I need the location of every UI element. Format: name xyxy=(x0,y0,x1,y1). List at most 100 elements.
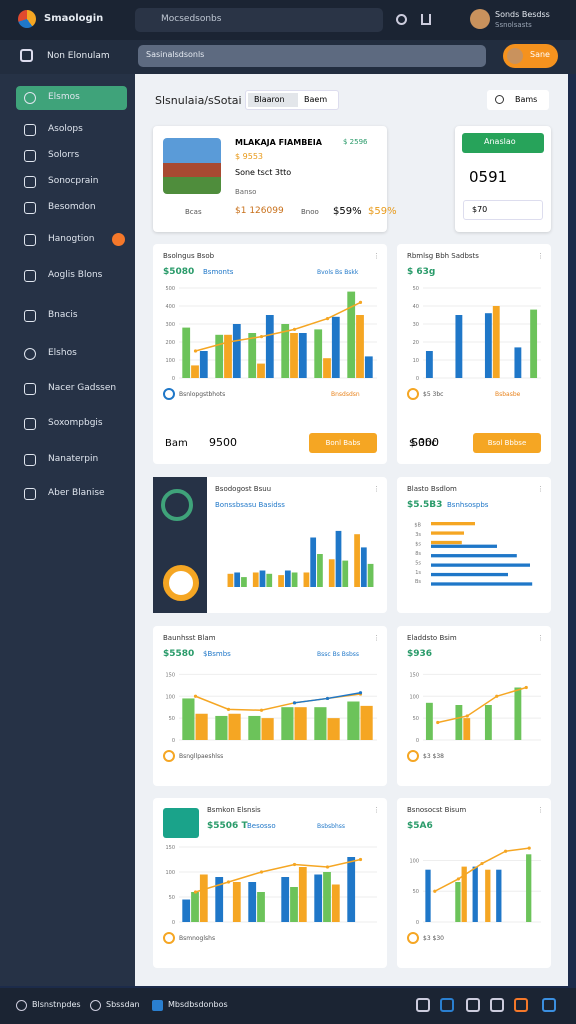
bar xyxy=(431,540,462,545)
home-icon[interactable] xyxy=(20,49,33,62)
nav-item[interactable]: Solorrs xyxy=(16,144,127,168)
tab[interactable]: Blaaron xyxy=(248,93,298,107)
y-tick-label: 10 xyxy=(413,358,419,364)
footer-value: 9500 xyxy=(209,436,237,449)
bar-item[interactable]: Blsnstnpdes xyxy=(32,1000,81,1009)
y-tick-label: 50 xyxy=(169,895,175,901)
bar xyxy=(182,899,191,922)
legend-text: Bsngllpaeshlss xyxy=(179,753,223,760)
bar xyxy=(182,698,195,740)
nav-item[interactable]: Hanogtion xyxy=(16,228,127,252)
bar xyxy=(347,857,356,922)
bar-icon xyxy=(90,1000,101,1011)
search-icon xyxy=(495,95,504,104)
bar xyxy=(431,582,533,586)
button-text: Bonl Babs xyxy=(326,439,361,447)
sidebar: Elsmos Asolops Solorrs Sonocprain Besomdon Ha… xyxy=(0,74,135,986)
search-button[interactable]: Bams xyxy=(487,90,549,110)
value: $59% xyxy=(368,206,397,217)
icon[interactable] xyxy=(396,14,407,25)
nav-item[interactable]: Elshos xyxy=(16,342,127,366)
bar-item[interactable]: Sbssdan xyxy=(106,1000,140,1009)
bar xyxy=(484,705,492,740)
action-button[interactable] xyxy=(309,433,377,453)
trend-line xyxy=(434,847,530,892)
legend-icon xyxy=(407,750,419,762)
bar xyxy=(281,877,290,922)
primary-button[interactable]: Sane xyxy=(503,44,558,68)
bar-icon[interactable] xyxy=(514,998,528,1012)
legend-text: $3 $38 xyxy=(423,753,444,760)
bar xyxy=(425,702,433,740)
y-tick-label: 8s xyxy=(415,551,421,557)
bar xyxy=(265,315,274,378)
nav-item[interactable]: Sonocprain xyxy=(16,170,127,194)
nav-icon xyxy=(24,310,36,322)
button-text: Sane xyxy=(530,50,550,59)
bar xyxy=(484,313,492,378)
value: $59% xyxy=(333,206,362,217)
menu: ⋮ xyxy=(537,634,544,642)
button-text: Bsol Bbbse xyxy=(488,439,527,447)
bar-icon[interactable] xyxy=(440,998,454,1012)
nav-item[interactable]: Aoglis Blons xyxy=(16,264,127,288)
bar xyxy=(227,573,234,587)
nav-item[interactable]: Elsmos xyxy=(16,86,127,110)
nav-item[interactable]: Bnacis xyxy=(16,304,127,328)
tab[interactable]: Baem xyxy=(304,95,328,104)
menu: ⋮ xyxy=(373,485,380,493)
page-title: Slsnulaia/sSotai xyxy=(155,94,242,107)
bar xyxy=(323,872,331,922)
bar xyxy=(455,315,463,378)
bar xyxy=(182,327,191,378)
avatar[interactable] xyxy=(470,9,490,29)
bar xyxy=(259,570,266,587)
action-button[interactable]: Anaslao xyxy=(462,133,544,153)
bar-icon[interactable] xyxy=(490,998,504,1012)
icon xyxy=(161,489,193,521)
icon xyxy=(163,808,199,838)
sub-bar: Non Elonulam Sasinalsdsonls Sane xyxy=(0,40,576,74)
widget-tag: $Bsmbs xyxy=(203,650,231,658)
nav-icon xyxy=(24,234,36,246)
bar-icon xyxy=(152,1000,163,1011)
widget-value: $5580 xyxy=(163,649,194,659)
bar-icon[interactable] xyxy=(466,998,480,1012)
address: Sone tsct 3tto xyxy=(235,168,292,177)
bar xyxy=(331,884,340,922)
legend-icon xyxy=(407,932,419,944)
property-image xyxy=(163,138,221,194)
bar-icon[interactable] xyxy=(416,998,430,1012)
nav-icon xyxy=(24,202,36,214)
nav-item[interactable]: Nacer Gadssen xyxy=(16,377,127,401)
legend-icon xyxy=(163,932,175,944)
nav-item[interactable]: Asolops xyxy=(16,118,127,142)
search-box[interactable]: Sasinalsdsonls xyxy=(138,45,486,67)
bar xyxy=(485,869,491,922)
y-tick-label: $s xyxy=(415,542,421,548)
user-sub: Ssnolsasts xyxy=(495,21,532,29)
nav-item[interactable]: Nanaterpin xyxy=(16,448,127,472)
bar xyxy=(298,867,307,922)
bar-icon[interactable] xyxy=(542,998,556,1012)
footer-value: S000 xyxy=(411,436,439,449)
nav-item[interactable]: Aber Blanise xyxy=(16,482,127,506)
widget-card xyxy=(153,626,387,786)
widget-tag: Bvols Bs Bskk xyxy=(317,269,359,276)
top-bar: Smaologin Mocsedsonbs Sonds Besdss Ssnol… xyxy=(0,0,576,40)
bar-item[interactable]: Mbsdbsdonbos xyxy=(168,1000,228,1009)
y-tick-label: 100 xyxy=(409,694,419,700)
bar xyxy=(356,315,364,378)
bottom-bar: Blsnstnpdes Sbssdan Mbsdbsdonbos xyxy=(0,988,576,1024)
icon[interactable] xyxy=(421,14,431,25)
nav-item[interactable]: Soxompbgis xyxy=(16,412,127,436)
y-tick-label: $B xyxy=(414,523,421,529)
nav-item[interactable]: Besomdon xyxy=(16,196,127,220)
y-tick-label: 30 xyxy=(413,322,419,328)
property-card[interactable]: MLAKAJA FIAMBEIA $ 9553 $ 2596 Sone tsct… xyxy=(153,126,397,232)
badge xyxy=(112,233,125,246)
action-button[interactable] xyxy=(473,433,541,453)
search-box[interactable]: Mocsedsonbs xyxy=(135,8,383,32)
field[interactable]: $70 xyxy=(463,200,543,220)
